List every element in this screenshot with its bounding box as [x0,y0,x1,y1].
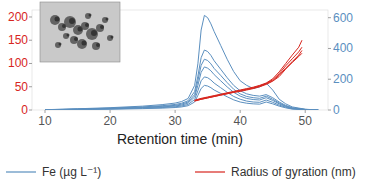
x-tick-label: 20 [103,114,117,128]
x-tick [110,110,111,113]
x-tick-label: 10 [38,114,52,128]
inset-particle [82,41,87,46]
y2-tick [328,17,331,18]
y-tick [29,110,32,111]
rg-line [195,40,302,100]
y2-tick-label: 600 [333,11,353,25]
y2-tick-label: 200 [333,72,353,86]
y2-tick [328,110,331,111]
legend-swatch [195,171,225,172]
inset-particle [96,24,104,32]
inset-particle [92,42,100,50]
inset-particle [100,25,104,29]
inset-particle [77,39,87,49]
y2-tick-label: 0 [333,103,340,117]
legend: Fe (µg L⁻¹) Radius of gyration (nm) [6,165,356,179]
y-tick-label: 150 [8,33,28,47]
y-tick-label: 100 [8,56,28,70]
inset-particle [96,43,100,47]
inset-particle [50,15,60,25]
y2-tick [328,79,331,80]
inset-particle [111,36,114,39]
legend-label: Fe (µg L⁻¹) [42,165,101,179]
inset-particle [85,13,91,19]
fe-line [45,85,318,110]
x-tick-label: 30 [168,114,182,128]
x-axis-label: Retention time (min) [117,131,243,147]
y-tick [29,40,32,41]
x-tick [45,110,46,113]
rg-line [195,47,302,100]
rg-line [195,50,302,100]
inset-particle [63,33,69,39]
fe-line [45,77,318,110]
inset-particle [106,18,109,21]
x-tick [175,110,176,113]
inset-particle [86,28,98,40]
x-tick-label: 50 [299,114,313,128]
inset-particle [67,34,70,37]
inset-particle [74,37,78,41]
y-tick-label: 50 [15,80,29,94]
inset-particle [64,16,76,28]
y-tick [29,86,32,87]
legend-swatch [6,171,36,172]
legend-label: Radius of gyration (nm) [231,165,356,179]
x-tick [240,110,241,113]
chart: 10 20 30 40 50 0 50 100 150 200 0 200 400 600 Retentio… [0,0,378,184]
plot-area [45,15,318,110]
inset-particle [85,23,89,27]
inset-particle [107,35,113,41]
inset-particle [69,18,75,24]
y-tick-label: 0 [21,103,28,117]
fe-line [45,59,318,110]
inset-image [40,2,120,62]
x-tick-label: 40 [233,114,247,128]
y2-tick [328,48,331,49]
inset-particle [59,43,62,46]
y-tick [29,63,32,64]
rg-line [195,53,302,101]
y2-tick-label: 400 [333,41,353,55]
inset-particle [91,30,97,36]
fe-line [45,50,318,110]
inset-particle [81,22,89,30]
inset-particle [55,17,60,22]
x-tick [305,110,306,113]
inset-particle [89,14,92,17]
inset-particle [55,42,61,48]
inset-particle [102,17,108,23]
y-tick-label: 200 [8,10,28,24]
inset-particle [70,36,78,44]
y-tick [29,16,32,17]
fe-line [45,15,318,110]
inset-frame [40,2,120,62]
